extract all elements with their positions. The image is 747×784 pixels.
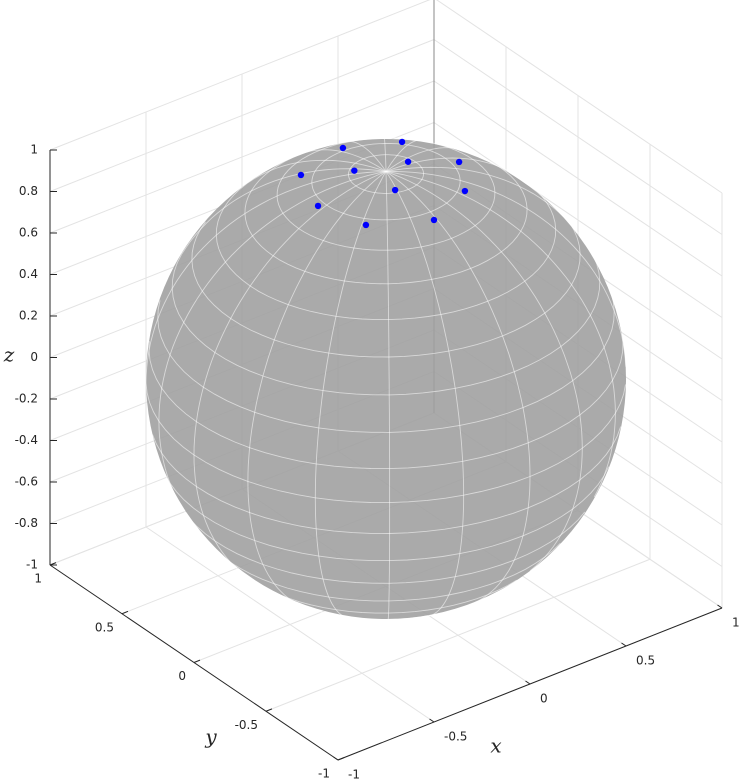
longitude-line <box>385 171 616 498</box>
longitude-line <box>181 168 387 255</box>
latitude-line <box>145 383 626 504</box>
longitude-line <box>193 171 387 580</box>
z-axis-label: z <box>3 343 15 367</box>
x-tick-label: -0.5 <box>444 730 467 744</box>
point <box>461 187 469 195</box>
grid-line <box>49 39 435 192</box>
longitude-line <box>345 140 387 172</box>
z-tick-label: 1 <box>30 143 38 157</box>
y-axis-label: y <box>204 725 217 749</box>
grid-line <box>433 39 723 235</box>
x-tick-label: 1 <box>732 616 740 630</box>
grid-line <box>265 558 651 712</box>
x-axis-label: x <box>490 734 501 758</box>
longitude-line <box>386 171 627 367</box>
grid-line <box>433 80 723 277</box>
longitude-line <box>301 149 387 172</box>
z-tick-label: 0.8 <box>19 184 38 198</box>
longitude-line <box>385 139 423 172</box>
point <box>339 144 347 152</box>
y-tick <box>121 610 129 615</box>
point <box>404 158 412 165</box>
x-tick-label: 0.5 <box>636 654 655 668</box>
latitude-line <box>171 254 601 396</box>
longitude-line <box>385 171 583 572</box>
point <box>314 202 322 210</box>
y-tick <box>337 757 345 761</box>
latitude-line <box>244 150 528 285</box>
x-tick <box>525 680 531 685</box>
longitude-line <box>385 171 465 617</box>
z-tick-label: -0.4 <box>15 433 38 447</box>
y-tick-label: 0.5 <box>95 620 114 634</box>
x-tick-label: 0 <box>540 692 548 706</box>
z-tick-label: 0.6 <box>19 226 38 240</box>
longitude-line <box>385 171 531 603</box>
grid-line <box>49 80 435 234</box>
y-tick-label: 0 <box>178 669 186 683</box>
z-tick-label: 0.4 <box>19 267 38 281</box>
grid-line <box>49 0 431 151</box>
x-tick <box>621 642 627 647</box>
y-tick-label: -1 <box>318 767 330 781</box>
y-tick-label: -0.5 <box>235 718 258 732</box>
point <box>362 221 370 229</box>
sphere <box>145 137 627 621</box>
x-tick <box>429 718 435 723</box>
z-tick-label: 0 <box>30 350 38 364</box>
y-tick <box>193 659 201 663</box>
y-tick-label: 1 <box>34 572 42 586</box>
longitude-line <box>247 171 387 606</box>
z-tick-label: -0.8 <box>15 516 38 530</box>
z-tick-label: 0.2 <box>19 309 38 323</box>
longitude-line <box>246 159 387 184</box>
point <box>430 216 438 224</box>
longitude-line <box>385 147 468 172</box>
longitude-line <box>145 171 387 384</box>
longitude-line <box>158 171 387 512</box>
longitude-line <box>385 171 391 621</box>
longitude-line <box>383 137 387 172</box>
latitude-line <box>249 579 517 614</box>
z-tick-label: -0.6 <box>15 475 38 489</box>
point <box>297 171 305 179</box>
point <box>391 186 399 194</box>
point <box>351 167 358 174</box>
grid-line <box>433 122 723 318</box>
longitude-line <box>385 166 585 242</box>
z-tick-label: -0.2 <box>15 392 38 406</box>
x-tick-label: -1 <box>348 768 360 782</box>
point <box>398 138 406 146</box>
x-tick <box>717 604 723 609</box>
longitude-line <box>314 171 387 618</box>
z-tick-label: -1 <box>26 558 38 572</box>
latitude-line <box>183 510 586 584</box>
y-tick <box>265 708 273 712</box>
y-tick <box>49 562 57 566</box>
sphere-body <box>146 139 626 619</box>
point <box>455 158 463 166</box>
latitude-line <box>215 182 557 321</box>
grid-line <box>436 0 723 194</box>
x-tick <box>333 756 339 761</box>
